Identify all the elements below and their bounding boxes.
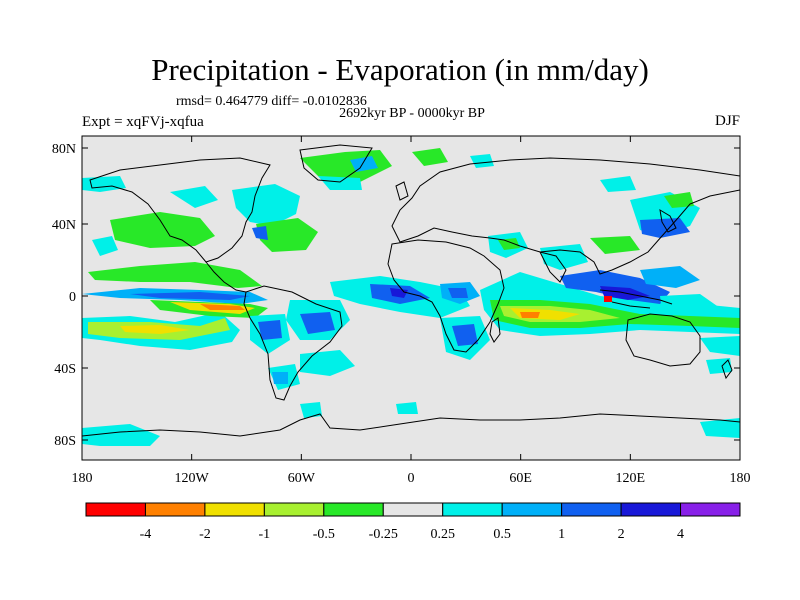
colorbar-box [204,502,265,517]
coastline-india [539,251,567,283]
lat-tick-label: 80S [54,434,76,449]
field-patch [92,236,118,256]
field-patch [396,402,418,414]
field-patch [200,304,245,310]
colorbar-box [144,502,206,517]
field-patch [498,238,520,250]
lon-tick-label: 120E [616,471,646,486]
coastline-south-america [243,285,343,401]
map-panel [81,135,741,461]
coastline-greenland [299,144,373,183]
colorbar-label: -0.5 [313,527,335,542]
field-patch [256,218,318,252]
colorbar-label: 0.5 [493,527,511,542]
colorbar-label: 4 [677,527,684,542]
field-patch [120,325,190,334]
stats-text: rmsd= 0.464779 diff= -0.0102836 [176,94,367,109]
coastline-north-america [89,157,271,263]
experiment-label: Expt = xqFVj-xqfua [82,114,204,130]
field-patch [110,212,215,248]
lat-tick-label: 40N [52,218,76,233]
field-patch [660,294,720,316]
field-patch [452,324,478,346]
field-patch [470,154,494,168]
colorbar-box [620,502,682,517]
field-patch [448,288,468,298]
lon-tick-label: 0 [408,471,415,486]
colorbar-box [442,502,503,517]
lon-tick-label: 120W [175,471,210,486]
colorbar-label: -4 [140,527,152,542]
colorbar-box [680,502,741,517]
coastline-japan [659,209,677,233]
field-patch [600,176,636,192]
field-patch [318,176,362,190]
period-text: 2692kyr BP - 0000kyr BP [339,106,485,121]
lat-tick-label: 40S [54,362,76,377]
lon-tick-label: 180 [72,471,93,486]
coastline-central-america [205,261,247,293]
colorbar-label: -2 [199,527,211,542]
field-patch [170,186,218,208]
field-patch [232,184,300,226]
coastline-new-zealand [721,359,733,380]
coastline-uk [395,181,409,201]
field-patch [350,156,378,172]
chart-title: Precipitation - Evaporation (in mm/day) [151,52,649,87]
coastlines [82,144,740,460]
coastline-africa [387,239,505,353]
lon-tick-label: 60E [509,471,532,486]
field-patch [412,148,448,166]
field-patch [640,266,700,288]
season-label: DJF [714,113,740,129]
lon-tick-label: 180 [730,471,751,486]
field-patch [390,288,408,298]
field-patch [300,402,322,418]
map-axes: 180 120W 60W 0 60E 120E 180 80N 40N 0 40S 80S [52,136,751,486]
field-patch [272,372,288,384]
field-patch [664,192,694,208]
field-patch [700,336,740,356]
colorbar-label: -1 [259,527,271,542]
colorbar: -4 -2 -1 -0.5 -0.25 0.25 0.5 1 2 4 [85,502,741,542]
colorbar-box [501,502,563,517]
colorbar-label: 2 [618,527,625,542]
colorbar-label: 0.25 [430,527,455,542]
field-patch [82,424,160,446]
field-patch [258,320,282,340]
lat-tick-label: 80N [52,142,76,157]
colorbar-box [561,502,622,517]
field-patch [88,262,262,288]
colorbar-box [323,502,384,517]
field-patch [300,312,335,334]
field-patch [700,418,740,438]
colorbar-box [263,502,325,517]
coastline-indonesia [599,289,673,309]
colorbar-label: -0.25 [369,527,398,542]
colorbar-label: 1 [558,527,565,542]
field-patch [520,312,540,318]
field-patch [604,296,612,302]
lon-tick-label: 60W [288,471,316,486]
colorbar-box [382,502,444,517]
coastline-madagascar [489,317,501,343]
field-patch [640,218,690,238]
lat-tick-label: 0 [69,290,76,305]
field-patch [590,236,640,254]
coastline-antarctica [82,413,740,460]
field-patch [130,292,250,300]
field-patch [252,226,268,240]
coastline-europe-asia [391,157,740,275]
colorbar-box [85,502,146,517]
coastline-australia [625,313,701,367]
field-patch [300,350,355,376]
